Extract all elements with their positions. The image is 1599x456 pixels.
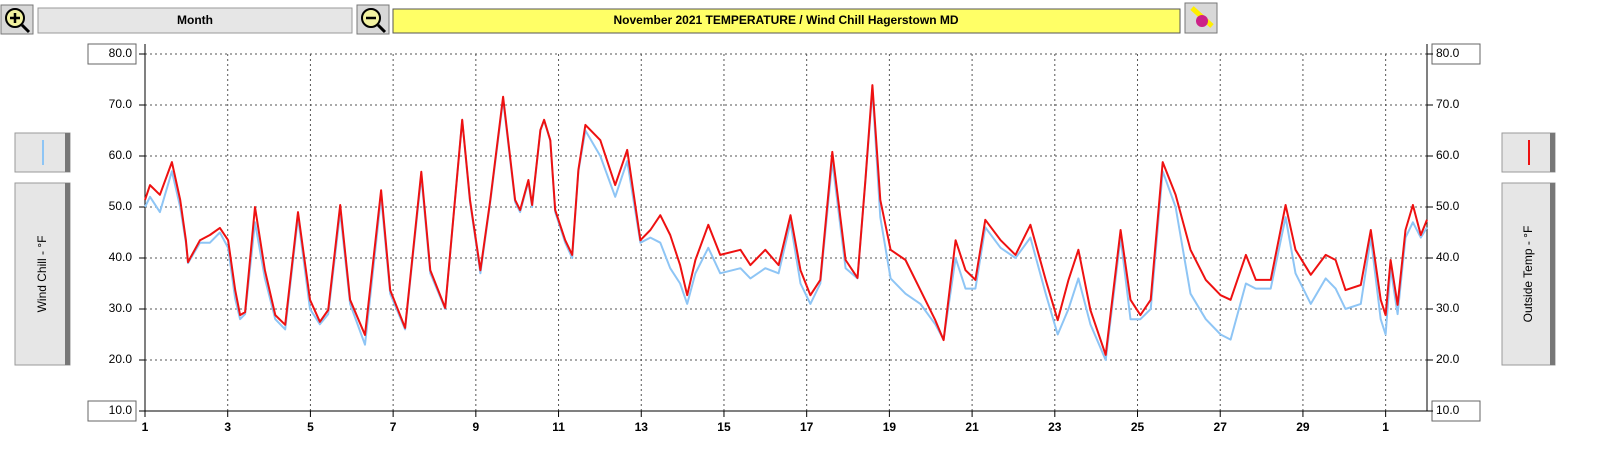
x-tick-label: 25	[1131, 420, 1145, 434]
x-tick-label: 1	[1382, 420, 1389, 434]
series-line	[144, 84, 1428, 356]
x-tick-label: 27	[1214, 420, 1228, 434]
x-tick-label: 9	[472, 420, 479, 434]
y-tick-box	[87, 43, 137, 65]
x-tick-label: 15	[717, 420, 731, 434]
y2-tick-label: 20.0	[1436, 352, 1460, 366]
y-tick-label: 40.0	[109, 250, 133, 264]
y-axis-label: Wind Chill - °F	[35, 236, 49, 313]
period-box[interactable]	[37, 7, 353, 34]
y2-tick-label: 40.0	[1436, 250, 1460, 264]
y-tick-label: 50.0	[109, 199, 133, 213]
x-tick-label: 21	[965, 420, 979, 434]
y-tick-label: 20.0	[109, 352, 133, 366]
y-tick-box	[87, 400, 137, 422]
y2-tick-label: 30.0	[1436, 301, 1460, 315]
y-tick-label: 30.0	[109, 301, 133, 315]
y2-tick-label: 60.0	[1436, 148, 1460, 162]
x-tick-label: 1	[142, 420, 149, 434]
zoom-in-button[interactable]	[0, 4, 34, 35]
x-tick-label: 7	[390, 420, 397, 434]
y-tick-label: 60.0	[109, 148, 133, 162]
y2-tick-label: 80.0	[1436, 46, 1460, 60]
series-line	[144, 88, 1428, 361]
wind-chill-legend[interactable]: Wind Chill - °F	[14, 132, 71, 366]
x-tick-label: 11	[552, 420, 565, 434]
chart-title: November 2021 TEMPERATURE / Wind Chill H…	[613, 13, 958, 27]
y2-axis-label: Outside Temp - °F	[1521, 226, 1535, 323]
x-tick-label: 17	[800, 420, 814, 434]
title-box	[392, 8, 1181, 34]
y2-tick-label: 70.0	[1436, 97, 1460, 111]
x-tick-label: 19	[883, 420, 897, 434]
x-tick-label: 5	[307, 420, 314, 434]
outside-temp-legend[interactable]: Outside Temp - °F	[1501, 132, 1556, 366]
y-tick-label: 70.0	[109, 97, 133, 111]
clear-button[interactable]	[1184, 2, 1218, 34]
y2-tick-label: 50.0	[1436, 199, 1460, 213]
x-tick-label: 29	[1296, 420, 1310, 434]
y-tick-label: 80.0	[109, 46, 133, 60]
x-tick-label: 13	[635, 420, 649, 434]
zoom-out-button[interactable]	[356, 4, 390, 35]
y2-tick-label: 10.0	[1436, 403, 1460, 417]
period-label: Month	[177, 13, 213, 27]
y-tick-label: 10.0	[109, 403, 133, 417]
x-tick-label: 23	[1048, 420, 1062, 434]
x-tick-label: 3	[224, 420, 231, 434]
